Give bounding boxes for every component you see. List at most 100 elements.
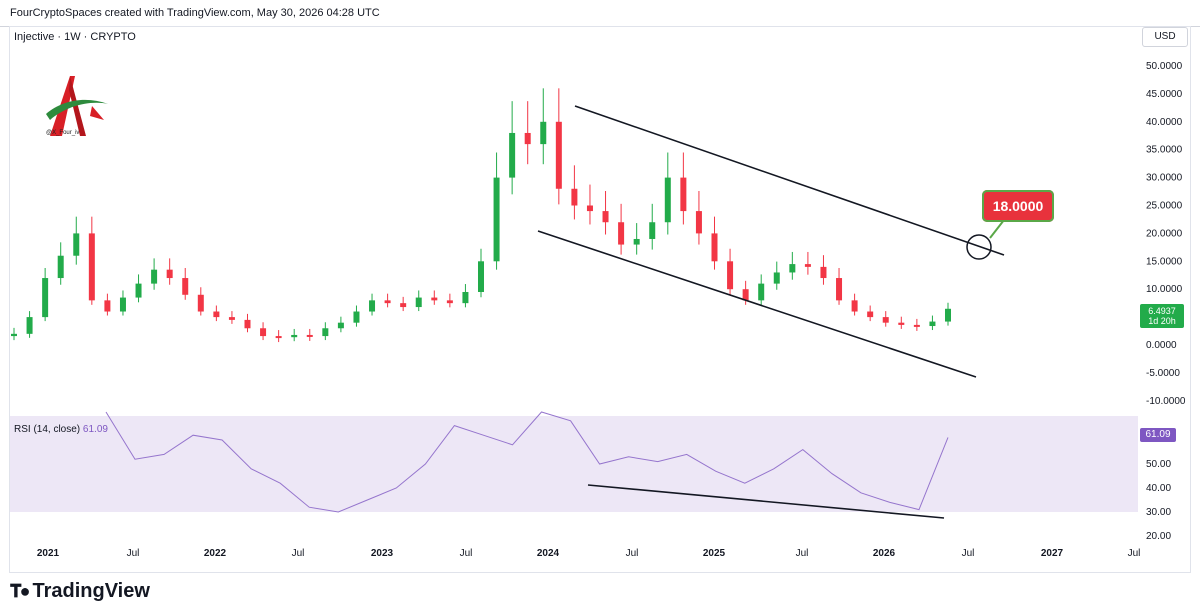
candle-body (633, 238, 640, 245)
time-tick-label: Jul (460, 548, 473, 559)
rsi-tick-label: 20.00 (1146, 531, 1171, 542)
candle-body (337, 322, 344, 329)
callout-pointer (989, 219, 1005, 239)
candle-body (664, 177, 671, 223)
time-tick-label: Jul (1128, 548, 1141, 559)
candle-body (758, 283, 765, 301)
footer-brand[interactable]: 𝐓● TradingView (10, 580, 150, 603)
symbol-label[interactable]: Injective · 1W · CRYPTO (14, 31, 136, 43)
candle-body (415, 297, 422, 308)
tradingview-logo-icon: 𝐓● (10, 581, 31, 601)
logo-caption: @X_Four_iv (46, 130, 80, 136)
target-circle-marker (966, 234, 992, 260)
target-callout: 18.0000 (982, 190, 1054, 222)
candle-body (353, 311, 360, 323)
price-tick-label: 35.0000 (1146, 145, 1183, 156)
candle-body (586, 205, 593, 212)
candle-body (275, 336, 282, 339)
time-tick-label: 2023 (371, 548, 394, 559)
currency-selector[interactable]: USD (1142, 27, 1188, 47)
candle-body (11, 333, 17, 337)
rsi-series (105, 411, 949, 513)
time-tick-label: 2022 (204, 548, 227, 559)
candle-body (260, 328, 267, 337)
candle-body (540, 121, 547, 145)
rsi-axis: 50.00 40.00 30.00 20.00 (1146, 459, 1171, 542)
price-tick-label: 10.0000 (1146, 284, 1183, 295)
candle-body (649, 222, 656, 239)
candle-body (322, 328, 329, 337)
candle-body (742, 289, 749, 301)
candle-body (820, 266, 827, 279)
rsi-tick-label: 40.00 (1146, 483, 1171, 494)
time-tick-label: 2024 (537, 548, 560, 559)
candle-body (913, 324, 920, 327)
candle-body (291, 334, 298, 338)
candle-body (695, 211, 702, 234)
last-price-value: 6.4937 (1148, 306, 1176, 316)
price-tick-label: 45.0000 (1146, 89, 1183, 100)
time-tick-label: 2021 (37, 548, 60, 559)
candle-body (400, 303, 407, 308)
last-price-tag: 6.4937 1d 20h (1140, 304, 1184, 328)
candle-body (789, 264, 796, 273)
candle-body (166, 269, 173, 279)
candle-body (73, 233, 80, 256)
candle-body (493, 177, 500, 262)
candle-body (88, 233, 95, 301)
time-axis: 2021 Jul 2022 Jul 2023 Jul 2024 Jul 2025 Jul 2026 J… (37, 548, 1141, 559)
candle-body (618, 222, 625, 245)
time-tick-label: 2027 (1041, 548, 1064, 559)
rsi-value-tag: 61.09 (1140, 428, 1176, 442)
candle-body (509, 132, 516, 178)
candle-body (602, 211, 609, 223)
candle-body (836, 278, 843, 301)
channel-lower-line (537, 230, 977, 378)
time-tick-label: Jul (626, 548, 639, 559)
candle-body (57, 255, 64, 279)
time-tick-label: Jul (292, 548, 305, 559)
rsi-legend-title: RSI (14, close) (14, 424, 81, 435)
price-tick-label: 30.0000 (1146, 173, 1183, 184)
candle-body (244, 319, 251, 329)
candle-body (711, 233, 718, 262)
rsi-band (10, 416, 1138, 512)
time-tick-label: Jul (962, 548, 975, 559)
price-tick-label: 20.0000 (1146, 228, 1183, 239)
candle-body (306, 334, 313, 337)
candle-body (197, 294, 204, 312)
candle-body (555, 121, 562, 189)
candle-body (431, 297, 438, 301)
price-tick-label: -5.0000 (1146, 368, 1180, 379)
candle-body (213, 311, 220, 318)
price-tick-label: 15.0000 (1146, 256, 1183, 267)
author-logo-icon (46, 76, 108, 136)
candle-body (119, 297, 126, 312)
time-tick-label: 2025 (703, 548, 726, 559)
candle-body (571, 188, 578, 206)
candles (11, 88, 951, 343)
candle-body (945, 308, 951, 322)
price-tick-label: -10.0000 (1146, 396, 1186, 407)
candle-body (104, 300, 111, 312)
bar-countdown: 1d 20h (1148, 316, 1176, 326)
candle-body (524, 132, 531, 145)
rsi-legend[interactable]: RSI (14, close) 61.09 (14, 424, 108, 435)
candle-body (182, 278, 189, 295)
candle-body (135, 283, 142, 298)
candle-body (898, 322, 905, 325)
candle-body (929, 321, 936, 327)
rsi-line (105, 411, 949, 513)
candle-body (882, 317, 889, 323)
time-tick-label: Jul (127, 548, 140, 559)
channel-upper-line (574, 105, 1005, 256)
candle-body (804, 264, 811, 267)
candle-body (384, 300, 391, 304)
time-tick-label: 2026 (873, 548, 896, 559)
rsi-trendline (587, 484, 945, 519)
candle-body (26, 317, 33, 334)
candle-body (446, 300, 453, 304)
candle-body (42, 278, 49, 318)
candle-body (151, 269, 158, 284)
